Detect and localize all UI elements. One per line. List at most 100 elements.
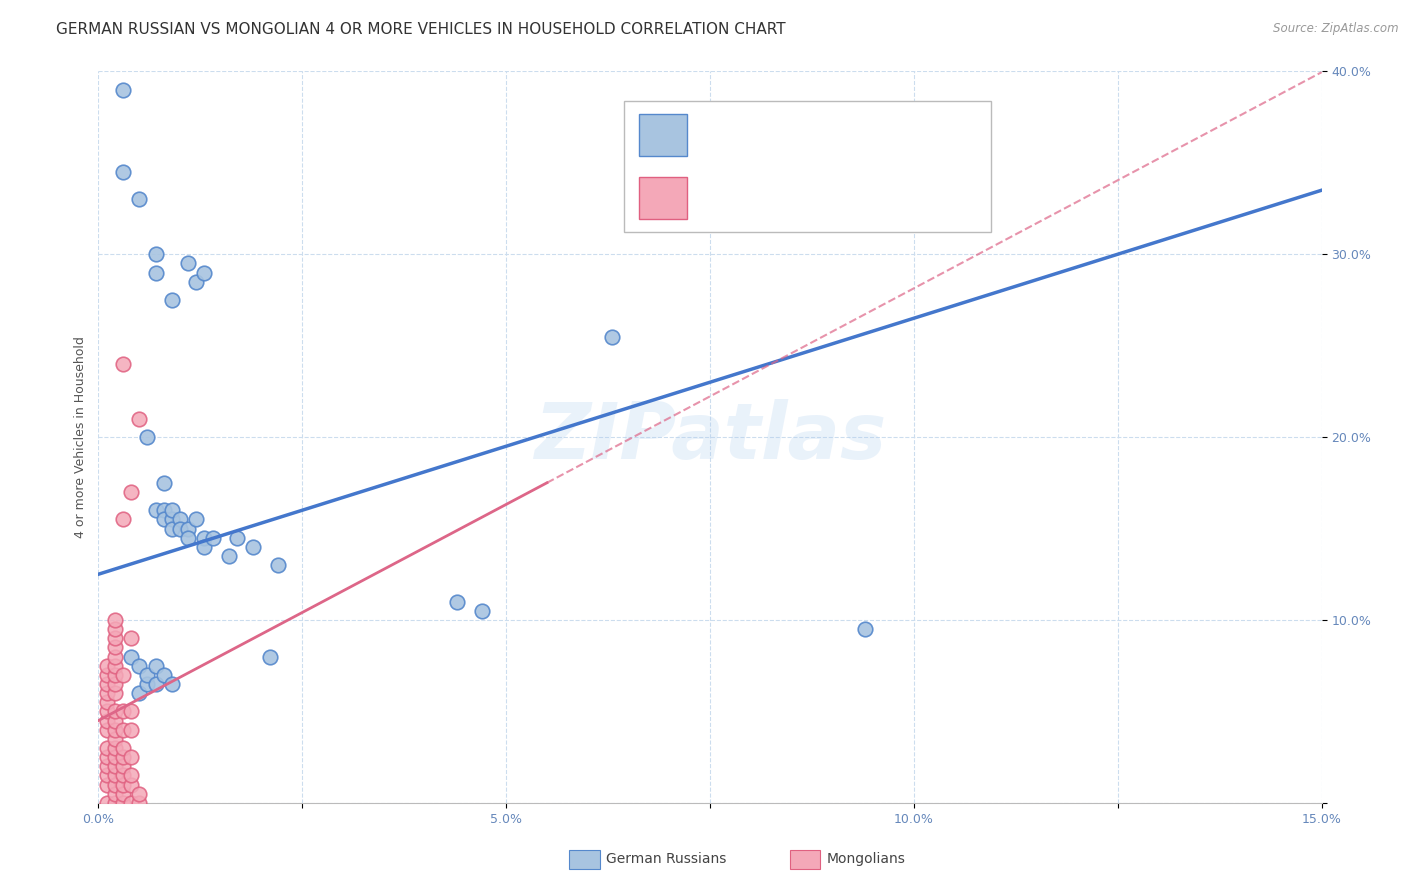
Point xyxy=(259,649,281,664)
Point xyxy=(104,777,127,792)
Point xyxy=(120,485,142,500)
Point xyxy=(96,677,118,691)
Point xyxy=(96,658,118,673)
Point xyxy=(120,723,142,737)
Point xyxy=(128,686,150,700)
Point xyxy=(104,677,127,691)
Point xyxy=(96,796,118,810)
Point xyxy=(111,740,134,755)
Point xyxy=(120,705,142,719)
Point xyxy=(104,731,127,746)
Point xyxy=(177,531,200,545)
Point xyxy=(160,293,183,307)
Point xyxy=(160,677,183,691)
Point xyxy=(104,768,127,782)
Point xyxy=(160,512,183,526)
Text: ZIPatlas: ZIPatlas xyxy=(534,399,886,475)
Point xyxy=(193,266,215,280)
Point xyxy=(111,82,134,96)
Point xyxy=(111,512,134,526)
Point xyxy=(853,622,876,636)
Point xyxy=(152,512,174,526)
Point xyxy=(145,266,167,280)
Point xyxy=(104,740,127,755)
Point xyxy=(152,667,174,681)
Point xyxy=(120,649,142,664)
Point xyxy=(104,723,127,737)
Point xyxy=(96,705,118,719)
Point xyxy=(104,640,127,655)
Point xyxy=(120,777,142,792)
Point xyxy=(111,768,134,782)
Point xyxy=(145,503,167,517)
Point xyxy=(96,777,118,792)
Point xyxy=(267,558,290,573)
Point xyxy=(471,604,494,618)
Point xyxy=(104,622,127,636)
Point xyxy=(193,540,215,554)
Text: Source: ZipAtlas.com: Source: ZipAtlas.com xyxy=(1274,22,1399,36)
Point xyxy=(96,695,118,709)
Point xyxy=(96,714,118,728)
Point xyxy=(226,531,249,545)
Point xyxy=(104,667,127,681)
Point xyxy=(128,787,150,801)
Point xyxy=(177,256,200,270)
Point xyxy=(120,796,142,810)
Point xyxy=(96,686,118,700)
Point xyxy=(104,705,127,719)
Text: GERMAN RUSSIAN VS MONGOLIAN 4 OR MORE VEHICLES IN HOUSEHOLD CORRELATION CHART: GERMAN RUSSIAN VS MONGOLIAN 4 OR MORE VE… xyxy=(56,22,786,37)
Point xyxy=(96,667,118,681)
Point xyxy=(104,750,127,764)
Point xyxy=(600,329,623,343)
Point xyxy=(201,531,224,545)
Point xyxy=(218,549,240,563)
Point xyxy=(169,512,191,526)
FancyBboxPatch shape xyxy=(569,850,600,869)
Point xyxy=(104,796,127,810)
Point xyxy=(120,750,142,764)
Point xyxy=(111,165,134,179)
Point xyxy=(96,750,118,764)
Point xyxy=(145,247,167,261)
Point xyxy=(96,740,118,755)
Point xyxy=(186,275,208,289)
Point xyxy=(111,787,134,801)
Point xyxy=(104,759,127,773)
Point xyxy=(136,430,159,444)
Point xyxy=(169,521,191,535)
Point xyxy=(242,540,264,554)
Point xyxy=(120,632,142,646)
Point xyxy=(104,714,127,728)
Text: Mongolians: Mongolians xyxy=(827,852,905,866)
Point xyxy=(128,796,150,810)
Point xyxy=(446,594,468,608)
Point xyxy=(145,677,167,691)
Point xyxy=(152,503,174,517)
Point xyxy=(104,686,127,700)
Point xyxy=(136,667,159,681)
Point xyxy=(111,759,134,773)
Y-axis label: 4 or more Vehicles in Household: 4 or more Vehicles in Household xyxy=(75,336,87,538)
Point xyxy=(136,677,159,691)
Point xyxy=(152,475,174,490)
Point xyxy=(128,412,150,426)
Point xyxy=(111,667,134,681)
Point xyxy=(104,613,127,627)
Point xyxy=(128,192,150,206)
Point xyxy=(96,723,118,737)
Point xyxy=(177,521,200,535)
Point xyxy=(160,521,183,535)
Point xyxy=(193,531,215,545)
Point xyxy=(96,759,118,773)
Point xyxy=(111,750,134,764)
Point xyxy=(111,357,134,371)
Point xyxy=(111,723,134,737)
Point xyxy=(104,649,127,664)
Point xyxy=(145,658,167,673)
Point xyxy=(160,503,183,517)
Point xyxy=(104,658,127,673)
Point xyxy=(186,512,208,526)
Point xyxy=(104,632,127,646)
Point xyxy=(128,658,150,673)
